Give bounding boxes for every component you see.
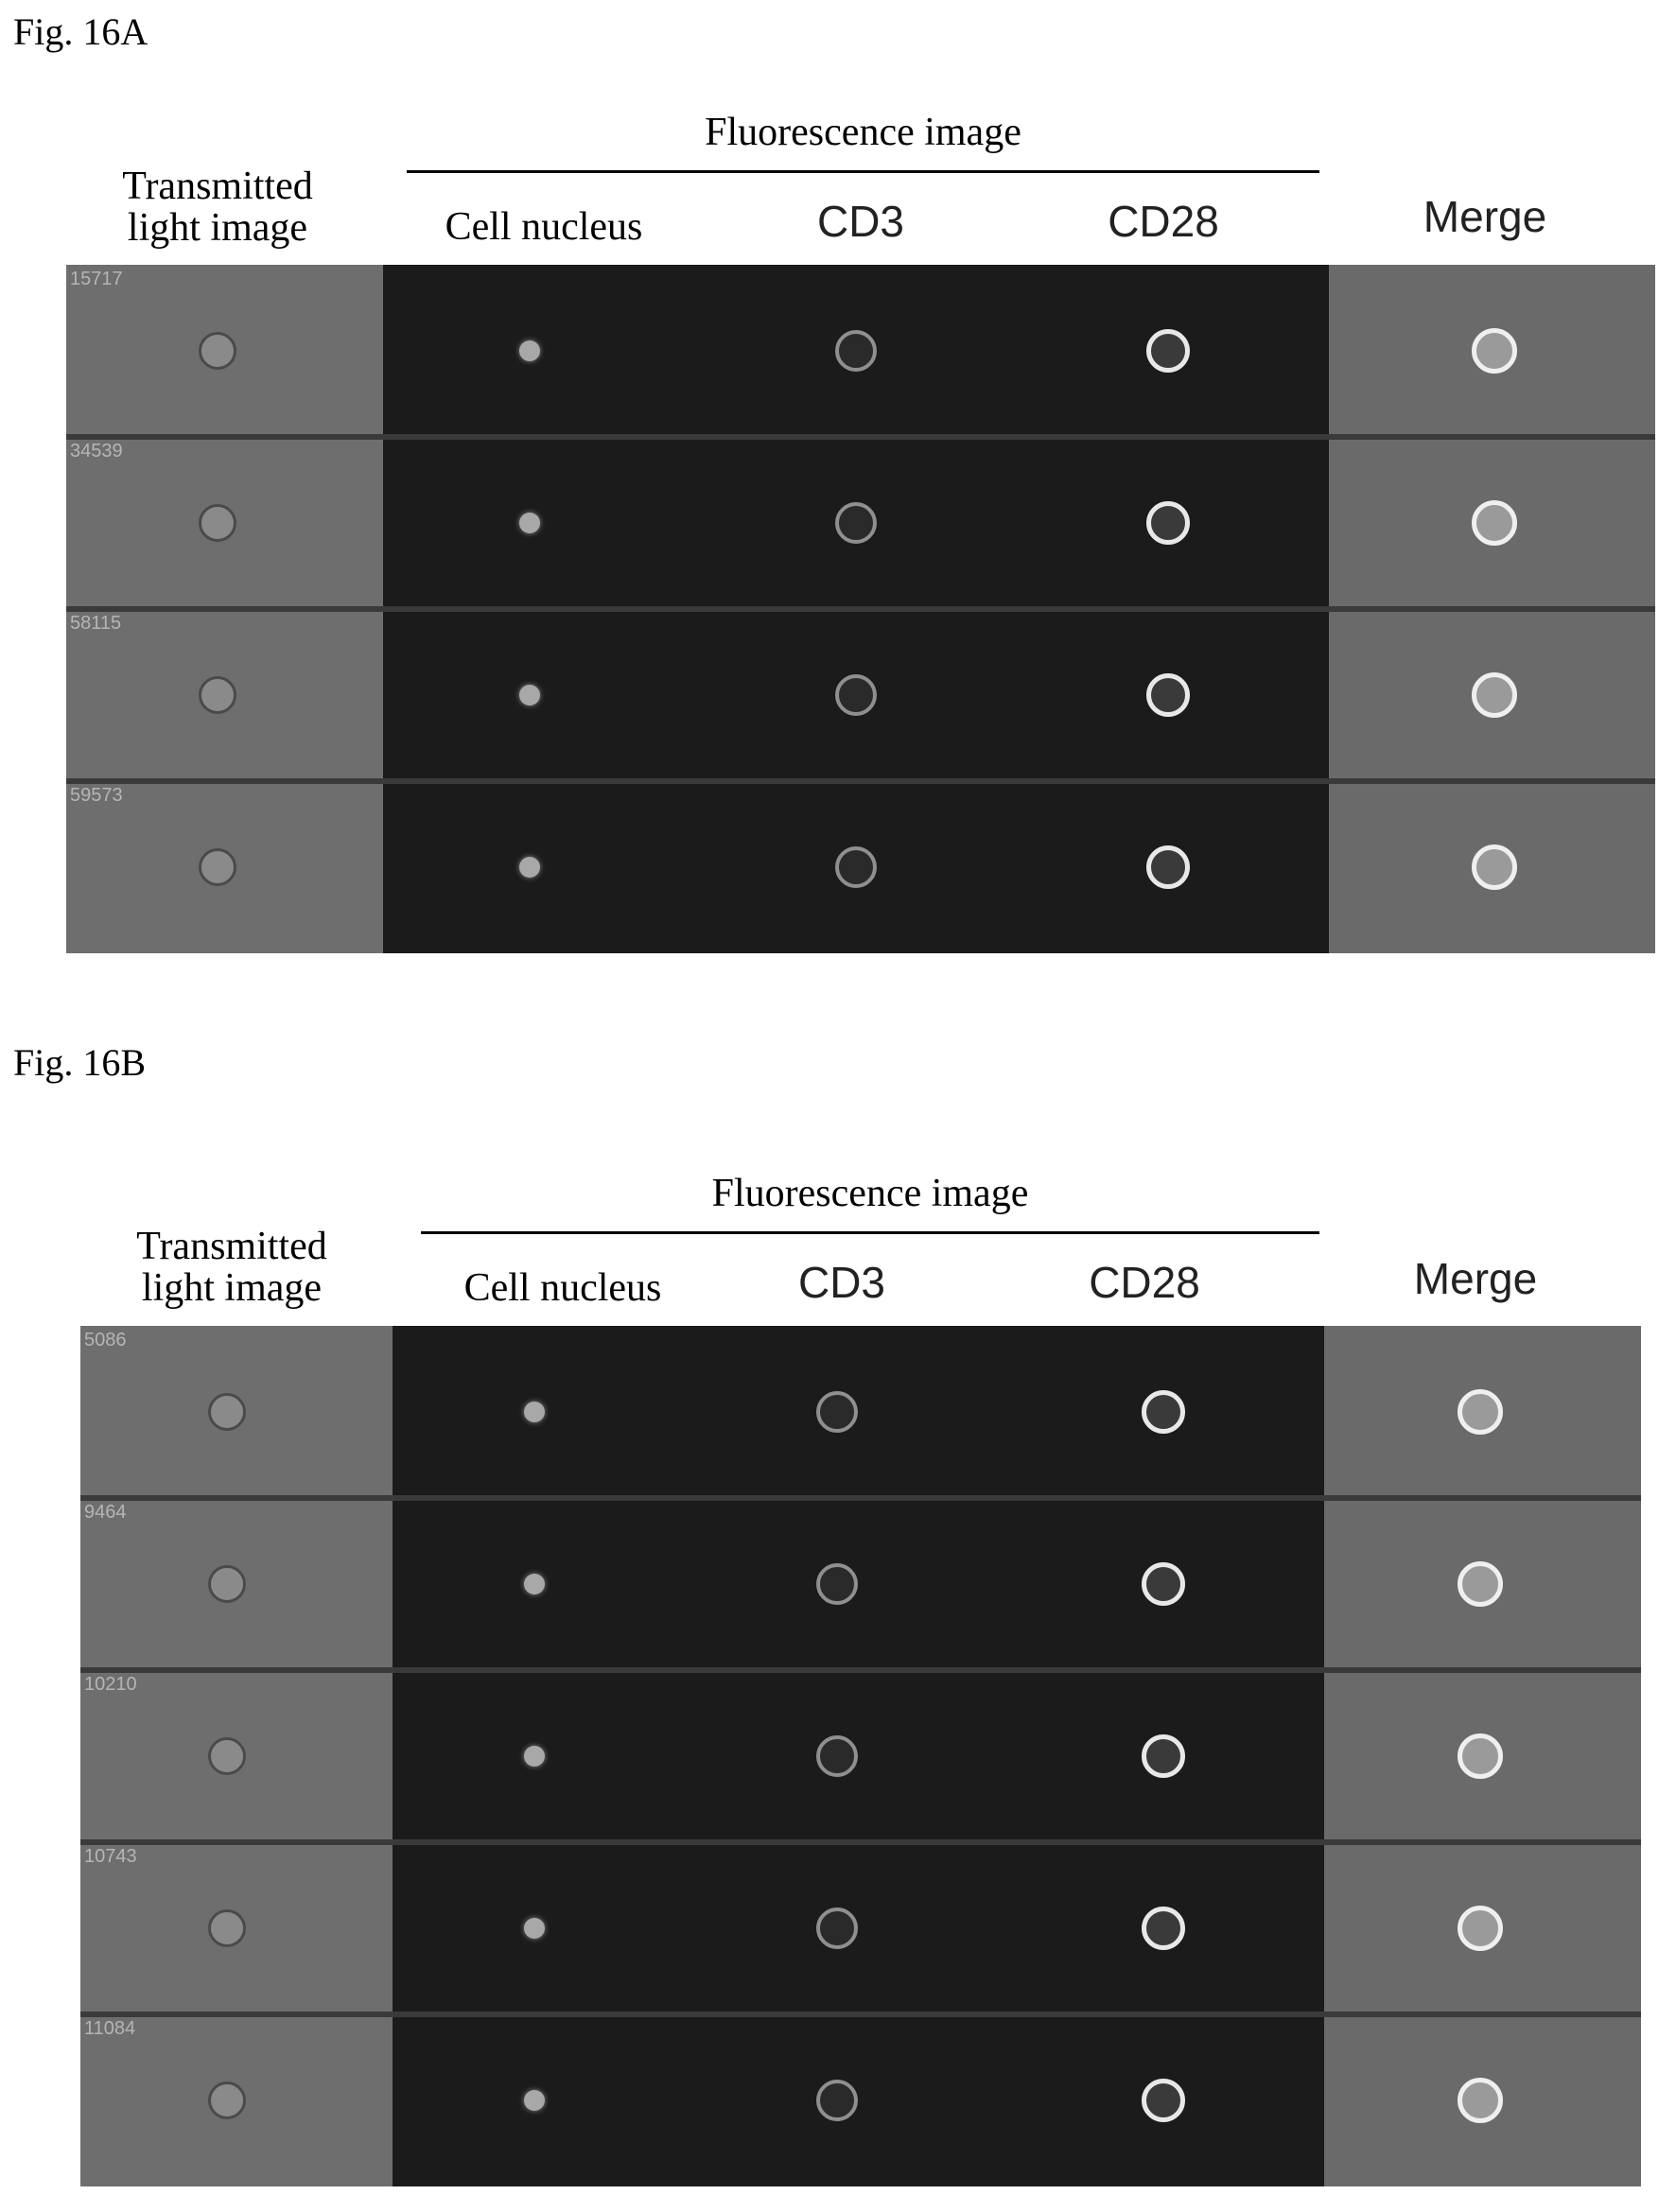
- row-separator: [80, 2012, 1641, 2017]
- row-separator: [80, 1839, 1641, 1845]
- transmitted-cell: [199, 848, 236, 886]
- transmitted-cell: [208, 1737, 246, 1775]
- col-header-transmitted-b: Transmitted light image: [90, 1226, 374, 1309]
- cell-id-label: 34539: [70, 441, 123, 462]
- cd3-ring: [816, 1563, 858, 1605]
- cd28-ring: [1142, 1562, 1185, 1606]
- merge-cell: [1472, 672, 1517, 718]
- merge-cell: [1458, 2078, 1503, 2123]
- merge-cell: [1458, 1906, 1503, 1951]
- transmitted-cell: [199, 504, 236, 542]
- transmitted-cell: [199, 676, 236, 714]
- col-header-cd3-a: CD3: [747, 200, 974, 242]
- cd3-ring: [816, 1391, 858, 1433]
- row-separator: [66, 606, 1655, 612]
- col-header-cd3-b: CD3: [728, 1262, 955, 1303]
- cd28-ring: [1142, 1734, 1185, 1778]
- transmitted-cell: [208, 1565, 246, 1603]
- cd28-ring: [1146, 501, 1190, 545]
- cd28-ring: [1146, 329, 1190, 373]
- cd3-ring: [816, 2080, 858, 2121]
- cell-id-label: 5086: [84, 1330, 127, 1351]
- row-separator: [80, 1667, 1641, 1673]
- col-header-merge-b: Merge: [1334, 1258, 1617, 1299]
- cell-id-label: 11084: [84, 2018, 135, 2040]
- col-header-merge-a: Merge: [1343, 196, 1627, 237]
- cell-id-label: 58115: [70, 613, 121, 635]
- cd28-ring: [1146, 845, 1190, 889]
- cd3-ring: [835, 330, 877, 372]
- cd28-ring: [1142, 1390, 1185, 1434]
- nucleus-spot: [524, 1402, 545, 1422]
- nucleus-spot: [524, 1746, 545, 1767]
- nucleus-spot: [519, 340, 540, 361]
- cd3-ring: [816, 1907, 858, 1949]
- cell-id-label: 15717: [70, 269, 123, 290]
- col-header-nucleus-a: Cell nucleus: [407, 206, 681, 248]
- group-header-rule-b: [421, 1231, 1319, 1234]
- cell-id-label: 10743: [84, 1846, 137, 1868]
- cd3-ring: [816, 1735, 858, 1777]
- nucleus-spot: [524, 1574, 545, 1594]
- cd28-ring: [1146, 673, 1190, 717]
- merge-cell: [1458, 1561, 1503, 1607]
- group-header-rule-a: [407, 170, 1319, 173]
- merge-cell: [1472, 328, 1517, 374]
- col-header-transmitted-a: Transmitted light image: [76, 165, 359, 249]
- transmitted-cell: [208, 2081, 246, 2119]
- group-header-fluorescence-a: Fluorescence image: [407, 112, 1319, 153]
- transmitted-cell: [208, 1393, 246, 1431]
- merge-cell: [1458, 1733, 1503, 1779]
- transmitted-cell: [208, 1909, 246, 1947]
- nucleus-spot: [519, 685, 540, 705]
- row-separator: [80, 1495, 1641, 1501]
- row-separator: [66, 434, 1655, 440]
- cd3-ring: [835, 674, 877, 716]
- cd28-ring: [1142, 2079, 1185, 2122]
- figure-label-a: Fig. 16A: [13, 9, 148, 54]
- cd28-ring: [1142, 1907, 1185, 1950]
- merge-cell: [1472, 845, 1517, 890]
- nucleus-spot: [524, 2090, 545, 2111]
- cell-id-label: 9464: [84, 1502, 127, 1524]
- cell-id-label: 10210: [84, 1674, 137, 1696]
- transmitted-cell: [199, 332, 236, 370]
- nucleus-spot: [519, 857, 540, 878]
- col-header-nucleus-b: Cell nucleus: [421, 1267, 705, 1309]
- cell-id-label: 59573: [70, 785, 123, 807]
- row-separator: [66, 778, 1655, 784]
- merge-cell: [1458, 1389, 1503, 1435]
- col-header-cd28-a: CD28: [1040, 200, 1286, 242]
- nucleus-spot: [524, 1918, 545, 1939]
- col-header-cd28-b: CD28: [1021, 1262, 1267, 1303]
- cd3-ring: [835, 502, 877, 544]
- cd3-ring: [835, 846, 877, 888]
- figure-label-b: Fig. 16B: [13, 1040, 146, 1085]
- group-header-fluorescence-b: Fluorescence image: [421, 1173, 1319, 1214]
- merge-cell: [1472, 500, 1517, 546]
- nucleus-spot: [519, 513, 540, 533]
